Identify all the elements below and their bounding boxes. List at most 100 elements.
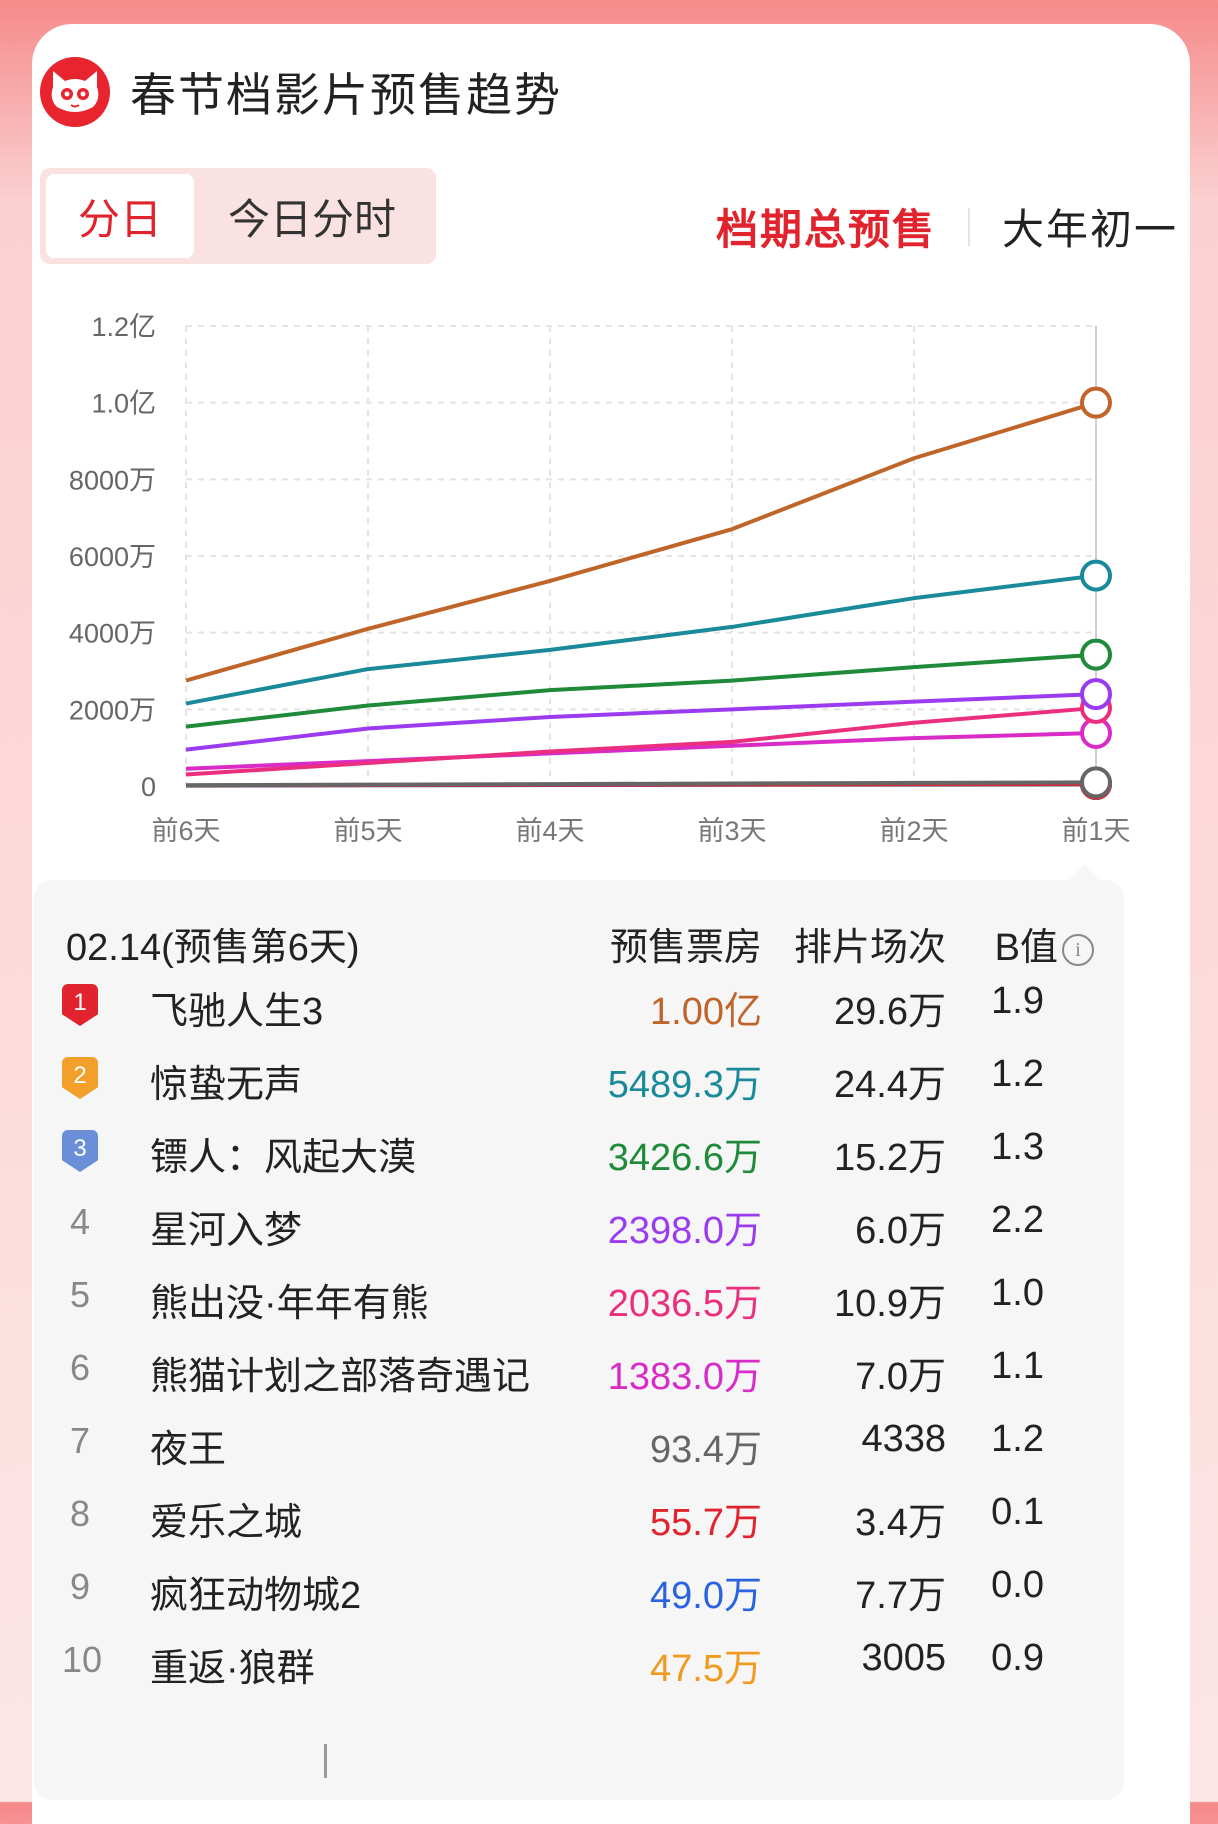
table-header: 02.14(预售第6天) 预售票房 排片场次 B值 i	[34, 900, 1124, 970]
presale-box-value: 55.7万	[650, 1502, 762, 1544]
period-switch: 档期总预售 大年初一	[716, 196, 1178, 257]
shows-value: 7.0万	[855, 1356, 946, 1398]
shows-value: 24.4万	[834, 1064, 946, 1106]
presale-box-value: 1.00亿	[650, 991, 762, 1033]
rank-number: 9	[69, 1566, 91, 1607]
shows-value: 6.0万	[855, 1210, 946, 1252]
scroll-indicator	[324, 1744, 327, 1778]
series-end-marker	[1080, 386, 1112, 419]
tab-total-presale[interactable]: 档期总预售	[715, 206, 936, 253]
b-value: 1.1	[991, 1345, 1044, 1387]
rank-number: 7	[69, 1420, 91, 1461]
series-line	[185, 573, 1097, 706]
tab-day1[interactable]: 大年初一	[1001, 206, 1178, 253]
divider	[967, 207, 970, 246]
b-value: 0.0	[991, 1564, 1044, 1606]
series-end-marker	[1080, 766, 1112, 799]
ranking-table: 02.14(预售第6天) 预售票房 排片场次 B值 i 1 飞驰人生3 1.00亿 29…	[34, 880, 1124, 1800]
table-row[interactable]: 9 疯狂动物城2 49.0万 7.7万 0.0	[34, 1554, 1124, 1626]
b-value: 1.9	[991, 980, 1044, 1022]
x-tick-label: 前2天	[879, 816, 948, 846]
b-value: 1.3	[991, 1126, 1044, 1168]
tab-hourly[interactable]: 今日分时	[227, 195, 396, 243]
b-value: 0.9	[991, 1637, 1044, 1679]
series-line	[185, 652, 1097, 729]
table-row[interactable]: 3 镖人：风起大漠 3426.6万 15.2万 1.3	[34, 1116, 1124, 1188]
table-row[interactable]: 2 惊蛰无声 5489.3万 24.4万 1.2	[34, 1043, 1124, 1115]
y-tick-label: 2000万	[69, 695, 156, 725]
rank-badge-icon: 2	[62, 1057, 98, 1099]
presale-box-value: 1383.0万	[607, 1356, 762, 1398]
presale-box-value: 47.5万	[650, 1648, 762, 1690]
series-line	[185, 730, 1097, 771]
rank-number: 10	[62, 1639, 103, 1680]
maoyan-cat-logo-icon	[40, 57, 110, 127]
presale-box-value: 2398.0万	[607, 1210, 762, 1252]
table-row[interactable]: 4 星河入梦 2398.0万 6.0万 2.2	[34, 1189, 1124, 1261]
presale-box-value: 5489.3万	[607, 1064, 762, 1106]
rank-number: 4	[69, 1201, 91, 1242]
x-tick-label: 前3天	[697, 816, 766, 846]
series-line	[185, 400, 1097, 683]
header: 春节档影片预售趋势	[40, 52, 562, 132]
table-row[interactable]: 10 重返·狼群 47.5万 3005 0.9	[34, 1627, 1124, 1699]
series-end-marker	[1080, 638, 1112, 671]
x-tick-label: 前4天	[515, 816, 584, 846]
col-b-value: B值 i	[995, 916, 1094, 971]
presale-box-value: 49.0万	[650, 1575, 762, 1617]
movie-name: 惊蛰无声	[150, 1064, 303, 1106]
movie-name: 飞驰人生3	[150, 991, 324, 1033]
table-row[interactable]: 1 飞驰人生3 1.00亿 29.6万 1.9	[34, 970, 1124, 1042]
table-row[interactable]: 6 熊猫计划之部落奇遇记 1383.0万 7.0万 1.1	[34, 1335, 1124, 1407]
movie-name: 熊出没·年年有熊	[150, 1283, 429, 1325]
shows-value: 7.7万	[855, 1575, 946, 1617]
tooltip-caret	[1067, 864, 1103, 882]
series-line	[185, 705, 1097, 777]
shows-value: 4338	[861, 1418, 946, 1460]
rank-number: 8	[69, 1493, 91, 1534]
x-tick-label: 前6天	[151, 816, 220, 846]
rank-number: 6	[69, 1347, 91, 1388]
y-tick-label: 1.2亿	[91, 312, 156, 342]
shows-value: 3.4万	[855, 1502, 946, 1544]
shows-value: 10.9万	[834, 1283, 946, 1325]
rank-number: 5	[69, 1274, 91, 1315]
page-title: 春节档影片预售趋势	[130, 69, 562, 121]
col-presale-box: 预售票房	[609, 927, 762, 969]
movie-name: 星河入梦	[150, 1210, 303, 1252]
series-line	[185, 692, 1097, 752]
movie-name: 爱乐之城	[150, 1502, 303, 1544]
table-row[interactable]: 7 夜王 93.4万 4338 1.2	[34, 1408, 1124, 1480]
shows-value: 15.2万	[834, 1137, 946, 1179]
view-segment: 分日 今日分时	[40, 168, 436, 264]
shows-value: 3005	[861, 1637, 946, 1679]
presale-box-value: 3426.6万	[607, 1137, 762, 1179]
table-row[interactable]: 8 爱乐之城 55.7万 3.4万 0.1	[34, 1481, 1124, 1553]
info-icon[interactable]: i	[1062, 933, 1094, 966]
x-tick-label: 前1天	[1061, 816, 1130, 846]
x-tick-label: 前5天	[333, 816, 402, 846]
b-value: 1.2	[991, 1053, 1044, 1095]
y-tick-label: 8000万	[69, 465, 156, 495]
y-tick-label: 0	[141, 772, 156, 802]
movie-name: 重返·狼群	[150, 1648, 315, 1690]
y-tick-label: 1.0亿	[91, 389, 156, 419]
movie-name: 疯狂动物城2	[150, 1575, 362, 1617]
series-line	[185, 780, 1097, 788]
date-label: 02.14(预售第6天)	[66, 927, 360, 969]
col-b-label: B值	[994, 927, 1058, 969]
b-value: 2.2	[991, 1199, 1044, 1241]
col-shows: 排片场次	[793, 927, 946, 969]
b-value: 0.1	[991, 1491, 1044, 1533]
shows-value: 29.6万	[834, 991, 946, 1033]
presale-box-value: 2036.5万	[607, 1283, 762, 1325]
b-value: 1.0	[991, 1272, 1044, 1314]
movie-name: 熊猫计划之部落奇遇记	[150, 1356, 531, 1398]
movie-name: 夜王	[150, 1429, 227, 1471]
series-end-marker	[1080, 559, 1112, 592]
rank-badge-icon: 1	[62, 984, 98, 1026]
tab-daily[interactable]: 分日	[46, 174, 194, 258]
table-row[interactable]: 5 熊出没·年年有熊 2036.5万 10.9万 1.0	[34, 1262, 1124, 1334]
presale-box-value: 93.4万	[650, 1429, 762, 1471]
